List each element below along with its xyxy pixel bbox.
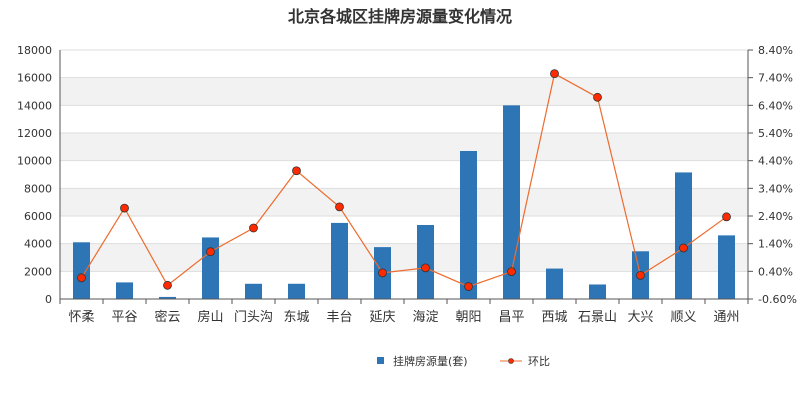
bar bbox=[73, 242, 90, 299]
y-left-tick-label: 4000 bbox=[24, 238, 52, 251]
legend: 挂牌房源量(套) 环比 bbox=[377, 354, 550, 368]
x-tick-label: 朝阳 bbox=[455, 310, 481, 325]
y-right-tick-label: -0.60% bbox=[758, 293, 797, 306]
y-right-tick-label: 4.40% bbox=[758, 155, 793, 168]
bar bbox=[202, 237, 219, 299]
x-tick-label: 怀柔 bbox=[68, 310, 94, 325]
y-left-tick-label: 12000 bbox=[17, 127, 52, 140]
line-point bbox=[249, 223, 258, 233]
line-point bbox=[120, 203, 129, 213]
y-left-tick-label: 14000 bbox=[17, 99, 52, 112]
axes bbox=[59, 50, 749, 304]
y-left-tick-label: 2000 bbox=[24, 265, 52, 278]
y-left-tick-label: 0 bbox=[45, 293, 52, 306]
bar bbox=[718, 235, 735, 299]
y-right-tick-label: 2.40% bbox=[758, 210, 793, 223]
line-point bbox=[679, 243, 688, 253]
bar bbox=[159, 296, 176, 299]
x-tick-label: 顺义 bbox=[670, 310, 696, 325]
x-tick-label: 丰台 bbox=[326, 310, 352, 325]
y-left-tick-label: 18000 bbox=[17, 44, 52, 57]
x-tick-label: 通州 bbox=[713, 310, 739, 325]
bar bbox=[331, 222, 348, 299]
line-point bbox=[464, 282, 473, 291]
bar bbox=[245, 283, 262, 299]
y-right-tick-label: 3.40% bbox=[758, 182, 793, 195]
bar-series bbox=[73, 105, 735, 299]
y-left-tick-label: 6000 bbox=[24, 210, 52, 223]
grid-band bbox=[60, 188, 748, 216]
x-tick-label: 海淀 bbox=[412, 310, 438, 325]
x-tick-label: 石景山 bbox=[578, 310, 617, 325]
y-left-tick-labels: 0 2000 4000 6000 8000 10000 12000 14000 16000 180… bbox=[17, 44, 52, 306]
line-point bbox=[722, 212, 731, 222]
bar bbox=[116, 282, 133, 299]
bar bbox=[675, 172, 692, 299]
line-point bbox=[163, 280, 172, 290]
x-tick-label: 昌平 bbox=[498, 310, 524, 325]
x-tick-label: 延庆 bbox=[369, 310, 395, 325]
grid-band bbox=[60, 133, 748, 161]
y-right-tick-label: 7.40% bbox=[758, 72, 793, 85]
y-right-tick-label: 8.40% bbox=[758, 44, 793, 57]
x-tick-label: 东城 bbox=[283, 310, 309, 325]
bar bbox=[589, 284, 606, 299]
y-right-tick-label: 5.40% bbox=[758, 127, 793, 140]
y-left-tick-label: 16000 bbox=[17, 72, 52, 85]
y-left-tick-label: 10000 bbox=[17, 155, 52, 168]
x-tick-label: 房山 bbox=[197, 309, 223, 325]
x-tick-label: 密云 bbox=[154, 309, 180, 325]
line-point bbox=[507, 267, 516, 277]
line-point bbox=[550, 69, 559, 79]
y-right-tick-label: 1.40% bbox=[758, 238, 793, 251]
grid-band bbox=[60, 77, 748, 106]
bar bbox=[546, 268, 563, 299]
bar bbox=[460, 150, 477, 299]
chart-title: 北京各城区挂牌房源量变化情况 bbox=[288, 7, 512, 26]
line-point bbox=[292, 166, 301, 176]
x-tick-label: 大兴 bbox=[627, 310, 653, 325]
legend-bar-swatch bbox=[377, 357, 384, 364]
line-point bbox=[593, 92, 602, 102]
line-point bbox=[206, 247, 215, 257]
x-tick-label: 门头沟 bbox=[234, 310, 273, 325]
gridlines bbox=[60, 49, 748, 300]
y-right-tick-label: 0.40% bbox=[758, 265, 793, 278]
bar bbox=[288, 283, 305, 299]
x-tick-labels: 怀柔 平谷 密云 房山 门头沟 东城 丰台 延庆 海淀 朝阳 昌平 西城 石景山 大兴 顺义 通州 bbox=[68, 309, 739, 325]
y-left-tick-label: 8000 bbox=[24, 182, 52, 195]
bar bbox=[417, 224, 434, 299]
line-point bbox=[335, 202, 344, 212]
grid-bands bbox=[60, 77, 748, 272]
y-right-tick-label: 6.40% bbox=[758, 99, 793, 112]
line-point bbox=[636, 270, 645, 280]
line-point bbox=[77, 273, 86, 283]
legend-line-marker bbox=[508, 358, 514, 364]
line-series bbox=[77, 69, 731, 291]
legend-bar-label: 挂牌房源量(套) bbox=[393, 354, 468, 368]
y-right-tick-labels: -0.60% 0.40% 1.40% 2.40% 3.40% 4.40% 5.40% 6.40… bbox=[748, 44, 797, 306]
line-path bbox=[80, 72, 727, 288]
x-tick-label: 西城 bbox=[541, 310, 567, 325]
line-point bbox=[378, 268, 387, 278]
line-point bbox=[421, 263, 430, 273]
legend-line-label: 环比 bbox=[528, 355, 550, 368]
x-tick-label: 平谷 bbox=[111, 310, 137, 325]
